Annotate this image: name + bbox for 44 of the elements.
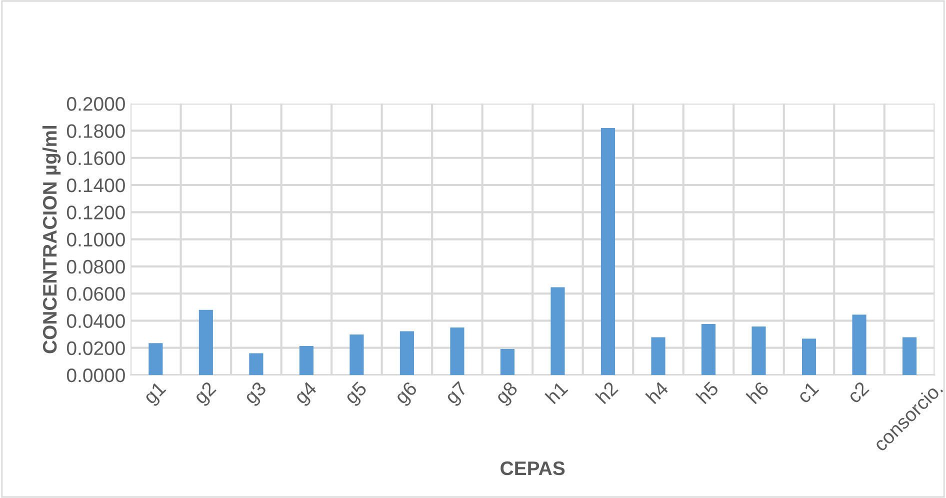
y-tick-label: 0.2000 xyxy=(66,97,125,111)
bar xyxy=(802,338,816,375)
x-tick-label: h4 xyxy=(645,380,670,404)
y-tick-label: 0.1000 xyxy=(66,232,125,247)
y-tick-label: 0.1200 xyxy=(66,206,125,220)
x-tick-label: h2 xyxy=(594,380,618,404)
bar xyxy=(450,327,464,375)
y-tick-label: 0.0600 xyxy=(66,287,125,301)
bar xyxy=(701,324,716,375)
y-tick-label: 0.1800 xyxy=(66,124,125,138)
bar xyxy=(651,337,666,375)
x-tick-label: g7 xyxy=(444,381,471,408)
x-tick-label: g2 xyxy=(192,380,220,408)
bar xyxy=(350,334,364,375)
x-tick-label: h5 xyxy=(695,380,720,404)
bar xyxy=(249,353,264,375)
y-tick-label: 0.0200 xyxy=(66,341,125,356)
x-tick-label: g1 xyxy=(142,381,170,408)
bar xyxy=(752,326,766,375)
x-tick-label: g6 xyxy=(394,380,420,408)
bar xyxy=(299,346,314,375)
y-tick-label: 0.0800 xyxy=(66,260,125,274)
x-tick-label: g8 xyxy=(494,380,521,408)
x-tick-label: h6 xyxy=(746,380,770,404)
bar xyxy=(148,343,163,375)
x-tick-label: g4 xyxy=(293,380,320,408)
y-axis-title: CONCENTRACION µg/ml xyxy=(42,126,61,354)
x-tick-label: g3 xyxy=(243,380,270,408)
bar xyxy=(600,128,616,375)
x-tick-label: h1 xyxy=(544,380,568,404)
x-tick-label: c2 xyxy=(846,380,870,404)
bar xyxy=(500,348,515,375)
bar xyxy=(902,337,917,375)
bar xyxy=(852,314,866,375)
y-tick-label: 0.1600 xyxy=(66,151,125,166)
y-tick-label: 0.0000 xyxy=(66,368,125,382)
y-tick-label: 0.1400 xyxy=(66,178,125,192)
bar xyxy=(400,331,414,375)
bar xyxy=(550,287,565,375)
bar xyxy=(198,310,213,375)
y-tick-label: 0.0400 xyxy=(66,314,125,328)
x-tick-label: c1 xyxy=(796,381,820,404)
x-axis-title: CEPAS xyxy=(500,461,565,476)
x-tick-label: g5 xyxy=(344,380,370,408)
